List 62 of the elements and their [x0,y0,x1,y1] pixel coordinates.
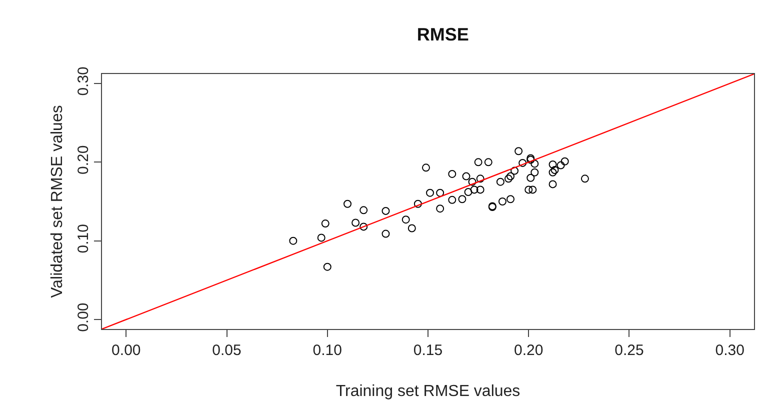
point [548,160,557,169]
point [289,236,298,245]
point [426,188,434,197]
point [382,230,390,238]
point [506,172,515,180]
point [436,188,444,197]
point [402,216,410,224]
x-axis-title: Training set RMSE values [336,383,520,400]
point [344,200,352,208]
x-tick-label: 0.30 [715,342,744,359]
point [504,174,512,183]
point [448,196,456,204]
y-tick-label: 0.10 [75,224,92,254]
x-tick-label: 0.20 [514,342,544,359]
point [528,186,537,194]
point [484,158,492,166]
x-tick-label: 0.15 [413,342,443,359]
point [560,157,569,166]
point [580,174,589,183]
point [422,164,430,172]
point [458,195,466,204]
y-axis-title: Validated set RMSE values [48,105,66,298]
point [408,224,416,232]
point [548,168,557,176]
point [530,160,539,168]
y-tick-label: 0.00 [75,302,92,332]
point [382,206,390,215]
x-tick-label: 0.05 [212,342,242,359]
point [526,174,535,182]
point [436,204,444,213]
point [476,186,484,194]
point [317,234,326,242]
point [468,178,476,186]
x-tick-label: 0.25 [614,342,644,359]
point [548,180,557,188]
point [448,170,456,178]
point [514,147,523,156]
point [496,178,504,186]
point [476,174,484,183]
point [510,166,519,175]
point [518,158,527,167]
point [474,158,482,166]
point [414,200,422,208]
point [360,206,368,214]
x-tick-label: 0.10 [312,342,342,359]
point [530,168,539,176]
point [352,218,360,227]
point [524,186,533,194]
point [556,161,565,170]
point [464,188,472,196]
y-tick-label: 0.20 [75,145,92,174]
x-tick-label: 0.00 [112,342,141,359]
point [323,262,332,271]
point [360,222,368,231]
point [462,172,470,180]
point [321,220,330,228]
point [506,195,515,204]
point [470,186,478,194]
point [498,198,506,206]
point [550,166,559,174]
y-tick-label: 0.30 [75,66,92,96]
chart-title: RMSE [416,24,469,45]
